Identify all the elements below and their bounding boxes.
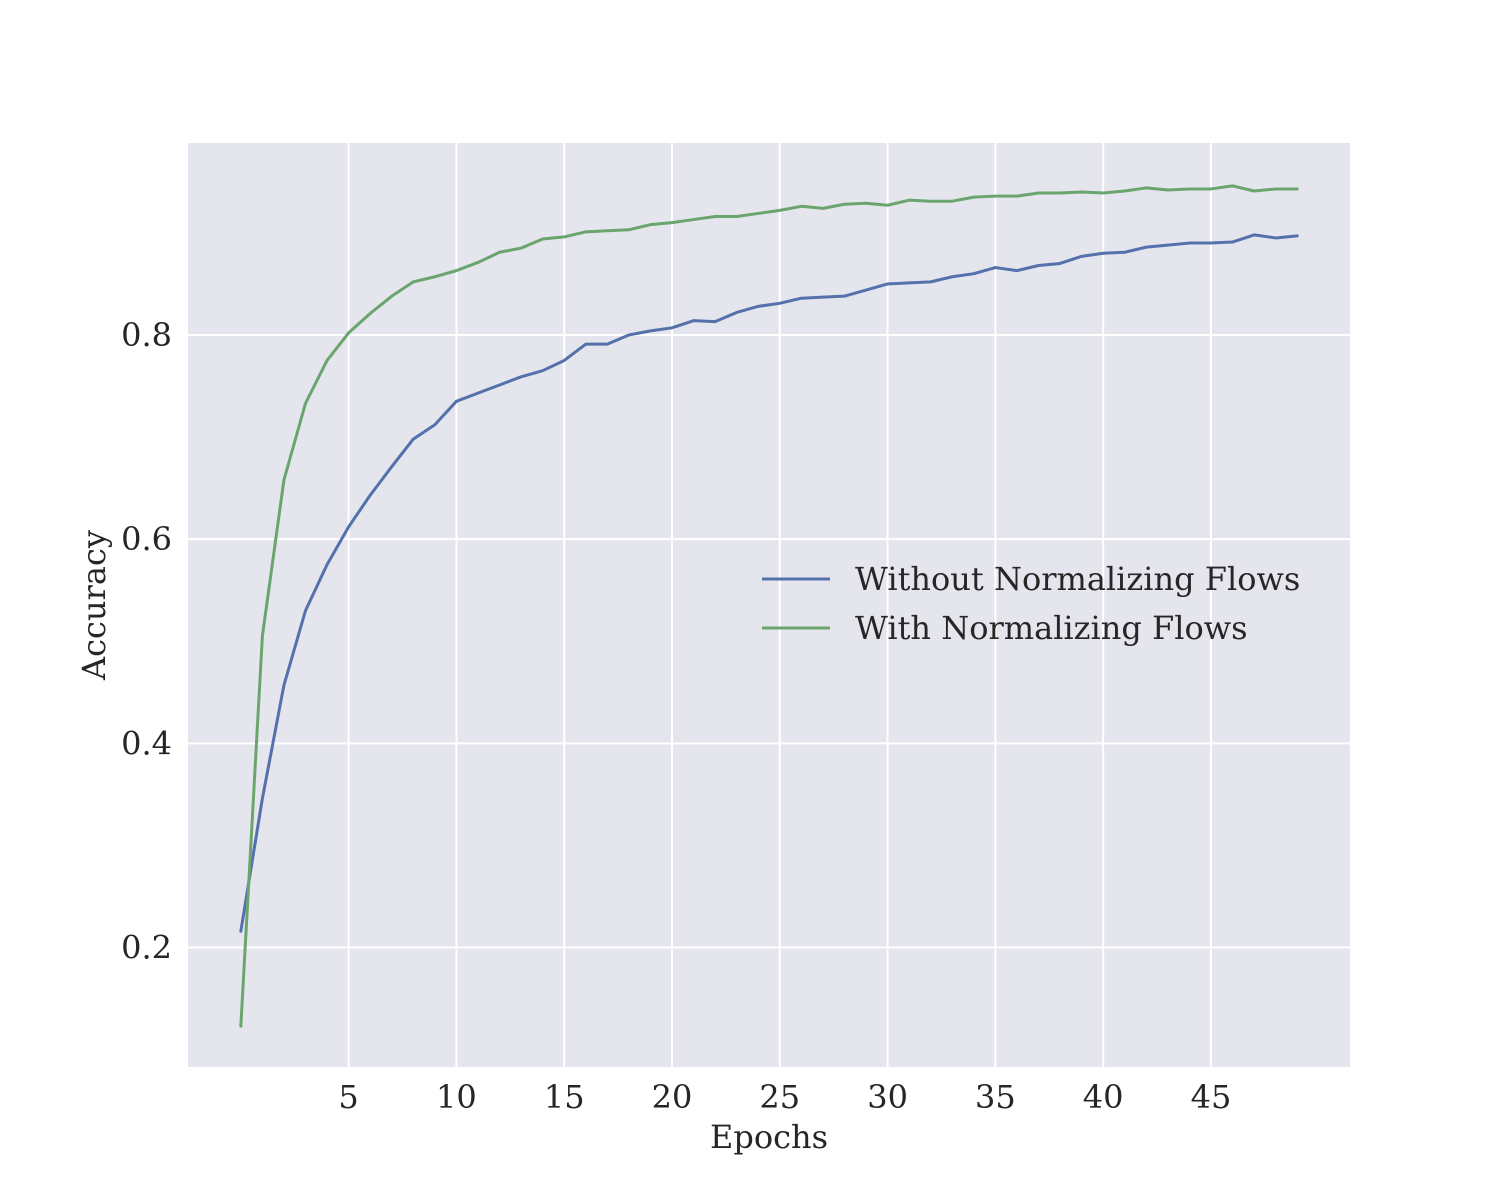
x-tick-label: 20 [652,1078,693,1116]
series-line-1 [239,233,1299,933]
x-tick-label: 35 [975,1078,1016,1116]
x-tick-label: 15 [544,1078,585,1116]
x-tick-label: 30 [867,1078,908,1116]
legend-label-1: Without Normalizing Flows [855,560,1300,598]
x-tick-label: 5 [338,1078,358,1116]
plot-area [188,143,1350,1067]
x-axis-label: Epochs [710,1118,828,1156]
y-axis-ticks: 0.2 0.4 0.6 0.8 [121,316,172,967]
x-axis-ticks: 5 10 15 20 25 30 35 40 45 [338,1078,1231,1116]
series-line-2 [239,184,1299,1028]
legend: Without Normalizing Flows With Normalizin… [762,560,1300,647]
y-tick-label: 0.6 [121,520,172,558]
x-tick-label: 40 [1083,1078,1124,1116]
series-lines [239,184,1299,1028]
x-tick-label: 10 [436,1078,477,1116]
x-tick-label: 45 [1191,1078,1232,1116]
y-tick-label: 0.2 [121,929,172,967]
y-axis-label: Accuracy [75,530,113,681]
grid [188,143,1350,1067]
legend-label-2: With Normalizing Flows [855,609,1248,647]
y-tick-label: 0.4 [121,724,172,762]
x-tick-label: 25 [759,1078,800,1116]
y-tick-label: 0.8 [121,316,172,354]
